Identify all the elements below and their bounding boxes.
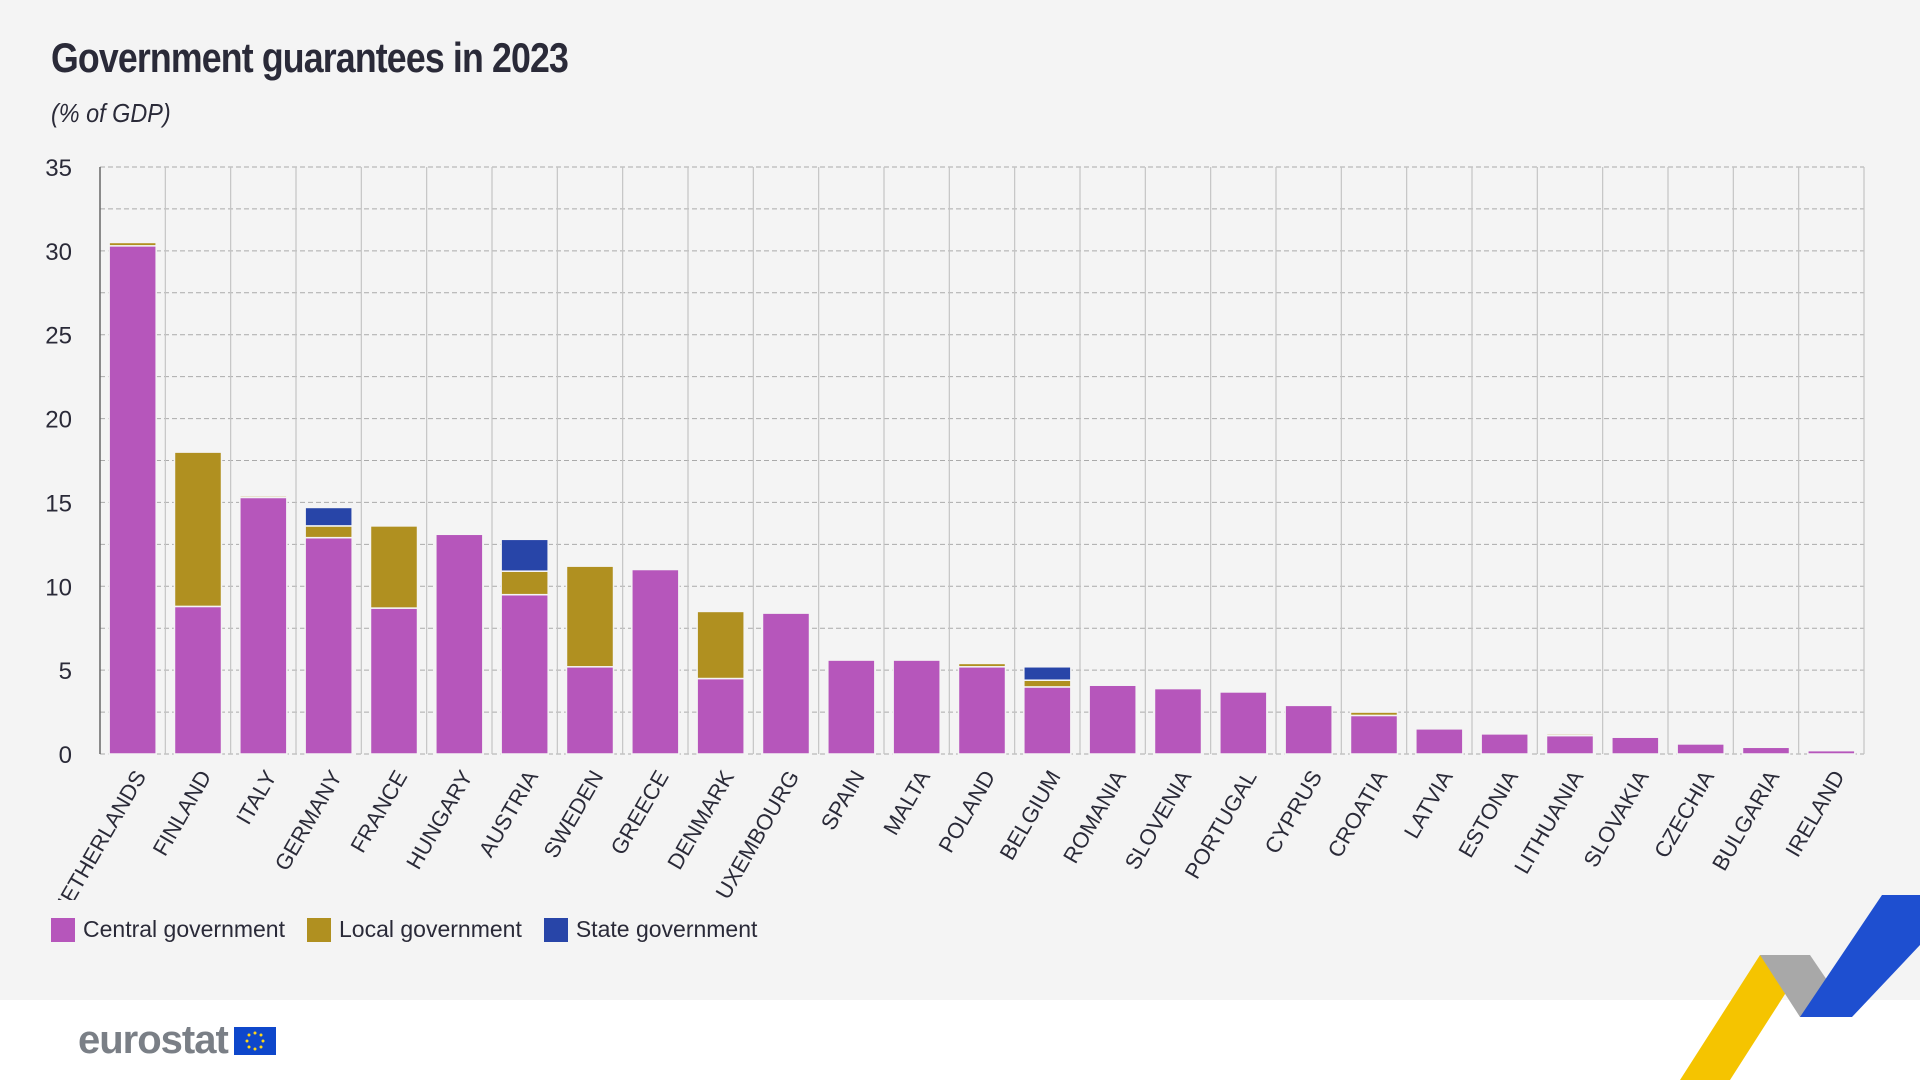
bar-central-government bbox=[761, 612, 811, 755]
bar-state-government bbox=[1023, 666, 1072, 681]
bar-central-government bbox=[304, 536, 353, 755]
bar-central-government bbox=[892, 659, 941, 755]
legend-swatch bbox=[307, 917, 331, 942]
bar-state-government bbox=[500, 538, 549, 572]
bar-central-government bbox=[500, 593, 549, 755]
bar-local-government bbox=[369, 525, 419, 609]
legend-label: Central government bbox=[83, 916, 285, 942]
legend-swatch bbox=[543, 917, 568, 942]
x-tick-label: FRANCE bbox=[345, 766, 412, 857]
x-tick-label: BULGARIA bbox=[1707, 766, 1784, 875]
y-tick-label: 30 bbox=[45, 239, 72, 266]
footer bbox=[0, 1000, 1920, 1080]
bar-central-government bbox=[369, 607, 419, 755]
x-tick-label: IRELAND bbox=[1780, 766, 1849, 861]
legend-item-state: State government bbox=[543, 916, 758, 943]
eu-flag-icon bbox=[233, 1026, 276, 1055]
x-tick-label: ROMANIA bbox=[1058, 766, 1131, 868]
legend: Central government Local government Stat… bbox=[51, 916, 757, 943]
bar-local-government bbox=[1023, 679, 1072, 688]
y-tick-label: 10 bbox=[45, 574, 72, 601]
x-tick-label: GERMANY bbox=[270, 766, 347, 875]
y-tick-label: 15 bbox=[45, 490, 72, 517]
bar-local-government bbox=[565, 565, 615, 668]
x-tick-label: CROATIA bbox=[1323, 766, 1393, 862]
bar-central-government bbox=[1676, 743, 1725, 755]
x-tick-label: SWEDEN bbox=[538, 766, 608, 862]
x-tick-label: LATVIA bbox=[1399, 766, 1458, 843]
eurostat-logo: eurostat bbox=[78, 1018, 276, 1063]
bar-central-government bbox=[565, 666, 615, 755]
bar-central-government bbox=[1023, 686, 1072, 755]
bar-local-government bbox=[957, 662, 1007, 668]
bar-central-government bbox=[957, 666, 1007, 755]
legend-swatch bbox=[51, 917, 75, 942]
legend-item-local: Local government bbox=[307, 916, 522, 943]
bar-central-government bbox=[1545, 734, 1595, 755]
x-tick-label: GREECE bbox=[606, 766, 674, 859]
bar-local-government bbox=[1545, 733, 1595, 737]
chart-title: Government guarantees in 2023 bbox=[51, 34, 569, 81]
bar-central-government bbox=[827, 659, 876, 755]
bar-local-government bbox=[108, 241, 157, 247]
bar-central-government bbox=[1219, 691, 1268, 755]
bar-central-government bbox=[1480, 733, 1529, 755]
x-tick-label: DENMARK bbox=[662, 766, 739, 874]
bar-central-government bbox=[108, 245, 157, 755]
decorative-ribbon-icon bbox=[1680, 895, 1920, 1080]
y-tick-label: 35 bbox=[45, 155, 72, 182]
x-tick-label: LITHUANIA bbox=[1509, 766, 1588, 878]
x-tick-label: ESTONIA bbox=[1453, 766, 1523, 862]
bar-central-government bbox=[696, 677, 745, 755]
x-tick-label: CYPRUS bbox=[1260, 766, 1327, 858]
x-tick-label: HUNGARY bbox=[401, 766, 478, 874]
x-tick-label: NETHERLANDS bbox=[47, 766, 151, 900]
bar-central-government bbox=[1807, 749, 1856, 755]
x-tick-label: FINLAND bbox=[148, 766, 217, 860]
bar-state-government bbox=[304, 506, 353, 527]
x-tick-label: SLOVAKIA bbox=[1578, 766, 1653, 872]
logo-text: eurostat bbox=[78, 1018, 229, 1062]
bar-local-government bbox=[239, 494, 288, 499]
bar-local-government bbox=[173, 451, 223, 608]
bar-local-government bbox=[500, 570, 549, 596]
x-tick-label: SPAIN bbox=[816, 766, 870, 834]
bar-central-government bbox=[435, 533, 484, 755]
bar-central-government bbox=[173, 605, 223, 755]
x-tick-label: AUSTRIA bbox=[474, 766, 543, 861]
legend-label: State government bbox=[575, 916, 758, 942]
y-tick-label: 20 bbox=[45, 407, 72, 434]
bar-local-government bbox=[304, 525, 353, 539]
chart-subtitle: (% of GDP) bbox=[51, 98, 171, 128]
bar-central-government bbox=[1611, 736, 1660, 755]
x-tick-label: ITALY bbox=[231, 766, 282, 829]
x-tick-label: BELGIUM bbox=[994, 766, 1065, 864]
x-tick-label: CZECHIA bbox=[1649, 766, 1719, 862]
bar-central-government bbox=[1349, 714, 1399, 755]
bar-central-government bbox=[1415, 728, 1464, 755]
x-tick-label: SLOVENIA bbox=[1120, 766, 1197, 874]
y-tick-label: 25 bbox=[45, 323, 72, 350]
x-tick-label: MALTA bbox=[878, 766, 935, 839]
x-tick-label: POLAND bbox=[933, 766, 1000, 857]
legend-item-central: Central government bbox=[51, 916, 285, 943]
bar-central-government bbox=[1284, 704, 1333, 755]
bar-central-government bbox=[1153, 687, 1203, 755]
bar-local-government bbox=[1349, 711, 1399, 717]
bar-central-government bbox=[1088, 684, 1137, 755]
bar-central-government bbox=[239, 496, 288, 755]
bar-central-government bbox=[631, 568, 680, 755]
y-tick-label: 5 bbox=[59, 658, 72, 685]
bar-local-government bbox=[696, 610, 745, 680]
bar-central-government bbox=[1741, 746, 1791, 755]
legend-label: Local government bbox=[339, 916, 522, 942]
y-tick-label: 0 bbox=[59, 742, 72, 769]
